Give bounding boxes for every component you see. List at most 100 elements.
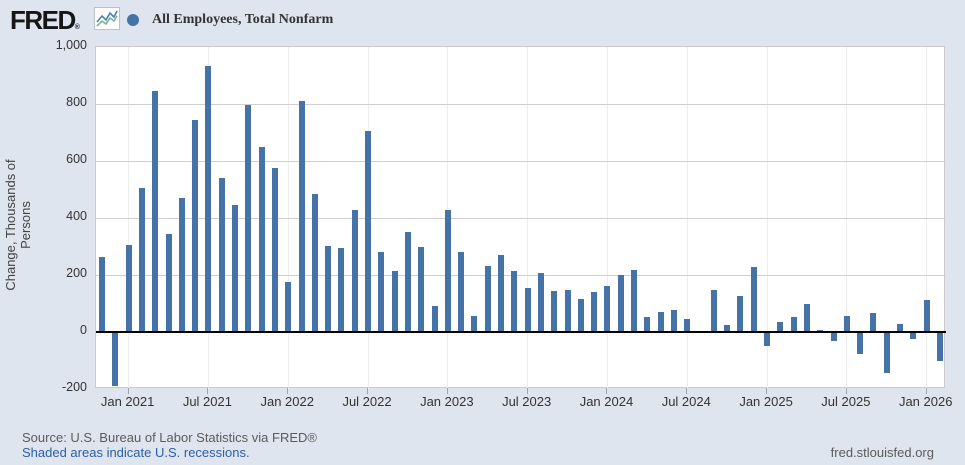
x-tick-label: Jul 2022 xyxy=(342,394,392,409)
bar[interactable] xyxy=(285,281,292,332)
bar[interactable] xyxy=(471,315,478,332)
bar[interactable] xyxy=(484,265,491,332)
x-tick-label: Jan 2026 xyxy=(898,394,953,409)
bar[interactable] xyxy=(192,119,199,332)
bar[interactable] xyxy=(910,333,917,340)
bar[interactable] xyxy=(644,316,651,332)
bar[interactable] xyxy=(857,333,864,355)
x-tick-mark xyxy=(845,388,847,394)
y-tick-label: 200 xyxy=(66,266,87,280)
bar[interactable] xyxy=(125,245,132,332)
y-tick-label: 800 xyxy=(66,95,87,109)
bar[interactable] xyxy=(830,333,837,342)
x-tick-mark xyxy=(367,388,369,394)
bar[interactable] xyxy=(404,232,411,332)
bar[interactable] xyxy=(883,333,890,374)
bar[interactable] xyxy=(604,285,611,332)
bar[interactable] xyxy=(178,198,185,332)
bar[interactable] xyxy=(271,168,278,332)
bar[interactable] xyxy=(750,267,757,332)
gridline xyxy=(96,217,946,219)
bar[interactable] xyxy=(591,292,598,332)
gridline xyxy=(96,103,946,105)
recession-note-link[interactable]: Shaded areas indicate U.S. recessions. xyxy=(22,445,250,460)
bar[interactable] xyxy=(790,316,797,332)
bar[interactable] xyxy=(617,275,624,332)
y-tick-label: 600 xyxy=(66,152,87,166)
bar[interactable] xyxy=(631,270,638,332)
registered-mark: ® xyxy=(74,24,80,31)
x-tick-label: Jan 2022 xyxy=(260,394,314,409)
bar[interactable] xyxy=(418,247,425,332)
bar[interactable] xyxy=(99,256,105,332)
bar[interactable] xyxy=(112,333,119,387)
bar[interactable] xyxy=(138,188,145,332)
bar[interactable] xyxy=(511,271,518,332)
bar[interactable] xyxy=(298,101,305,332)
bar[interactable] xyxy=(311,193,318,332)
bar[interactable] xyxy=(577,298,584,332)
x-tick-mark xyxy=(606,388,608,394)
bar[interactable] xyxy=(338,248,345,332)
fred-sparkline-icon xyxy=(94,7,120,30)
gridline xyxy=(96,160,946,162)
fred-site-link[interactable]: fred.stlouisfed.org xyxy=(830,445,934,460)
bar[interactable] xyxy=(937,333,943,361)
source-text: Source: U.S. Bureau of Labor Statistics … xyxy=(22,430,317,445)
bar[interactable] xyxy=(777,322,784,332)
bar[interactable] xyxy=(258,146,265,332)
bar[interactable] xyxy=(684,319,691,332)
series-title: All Employees, Total Nonfarm xyxy=(152,12,334,27)
gridline xyxy=(96,274,946,276)
bar[interactable] xyxy=(724,324,731,332)
bar[interactable] xyxy=(325,245,332,332)
bar[interactable] xyxy=(431,306,438,332)
bar[interactable] xyxy=(551,290,558,332)
bar[interactable] xyxy=(152,91,159,332)
x-tick-mark xyxy=(526,388,528,394)
bar[interactable] xyxy=(870,313,877,332)
x-tick-label: Jan 2023 xyxy=(420,394,474,409)
bar[interactable] xyxy=(458,252,465,332)
bar[interactable] xyxy=(657,312,664,332)
x-tick-label: Jan 2025 xyxy=(739,394,793,409)
x-tick-mark xyxy=(686,388,688,394)
bar[interactable] xyxy=(444,210,451,332)
bar[interactable] xyxy=(670,309,677,332)
x-tick-mark xyxy=(127,388,129,394)
x-tick-mark xyxy=(207,388,209,394)
bar[interactable] xyxy=(232,204,239,332)
bar[interactable] xyxy=(245,105,252,332)
bar[interactable] xyxy=(564,289,571,332)
bar[interactable] xyxy=(365,131,372,332)
bar[interactable] xyxy=(710,290,717,332)
fred-logo[interactable]: FRED® xyxy=(10,5,80,35)
bar[interactable] xyxy=(524,288,531,332)
bar[interactable] xyxy=(897,324,904,332)
bar[interactable] xyxy=(817,329,824,332)
x-tick-label: Jan 2024 xyxy=(579,394,634,409)
bar[interactable] xyxy=(391,271,398,332)
bar[interactable] xyxy=(537,273,544,332)
y-axis-title: Change, Thousands of Persons xyxy=(3,159,33,291)
bar[interactable] xyxy=(378,251,385,332)
y-tick-label: 1,000 xyxy=(55,38,87,52)
bar[interactable] xyxy=(351,210,358,332)
bar[interactable] xyxy=(737,296,744,332)
bar[interactable] xyxy=(165,233,172,332)
chart-header: FRED® All Employees, Total Nonfarm xyxy=(0,0,965,40)
bar[interactable] xyxy=(205,65,212,332)
bar[interactable] xyxy=(218,178,225,332)
y-tick-label: 0 xyxy=(80,323,87,337)
bar[interactable] xyxy=(843,316,850,332)
bar[interactable] xyxy=(923,299,930,332)
x-tick-label: Jul 2024 xyxy=(661,394,711,409)
x-tick-label: Jul 2021 xyxy=(182,394,232,409)
x-tick-mark xyxy=(925,388,927,394)
bar[interactable] xyxy=(764,333,771,347)
bar[interactable] xyxy=(803,304,810,332)
chart-plot-area xyxy=(95,46,946,389)
bar[interactable] xyxy=(498,255,505,332)
x-tick-label: Jul 2023 xyxy=(502,394,552,409)
y-tick-label: -200 xyxy=(61,380,87,394)
